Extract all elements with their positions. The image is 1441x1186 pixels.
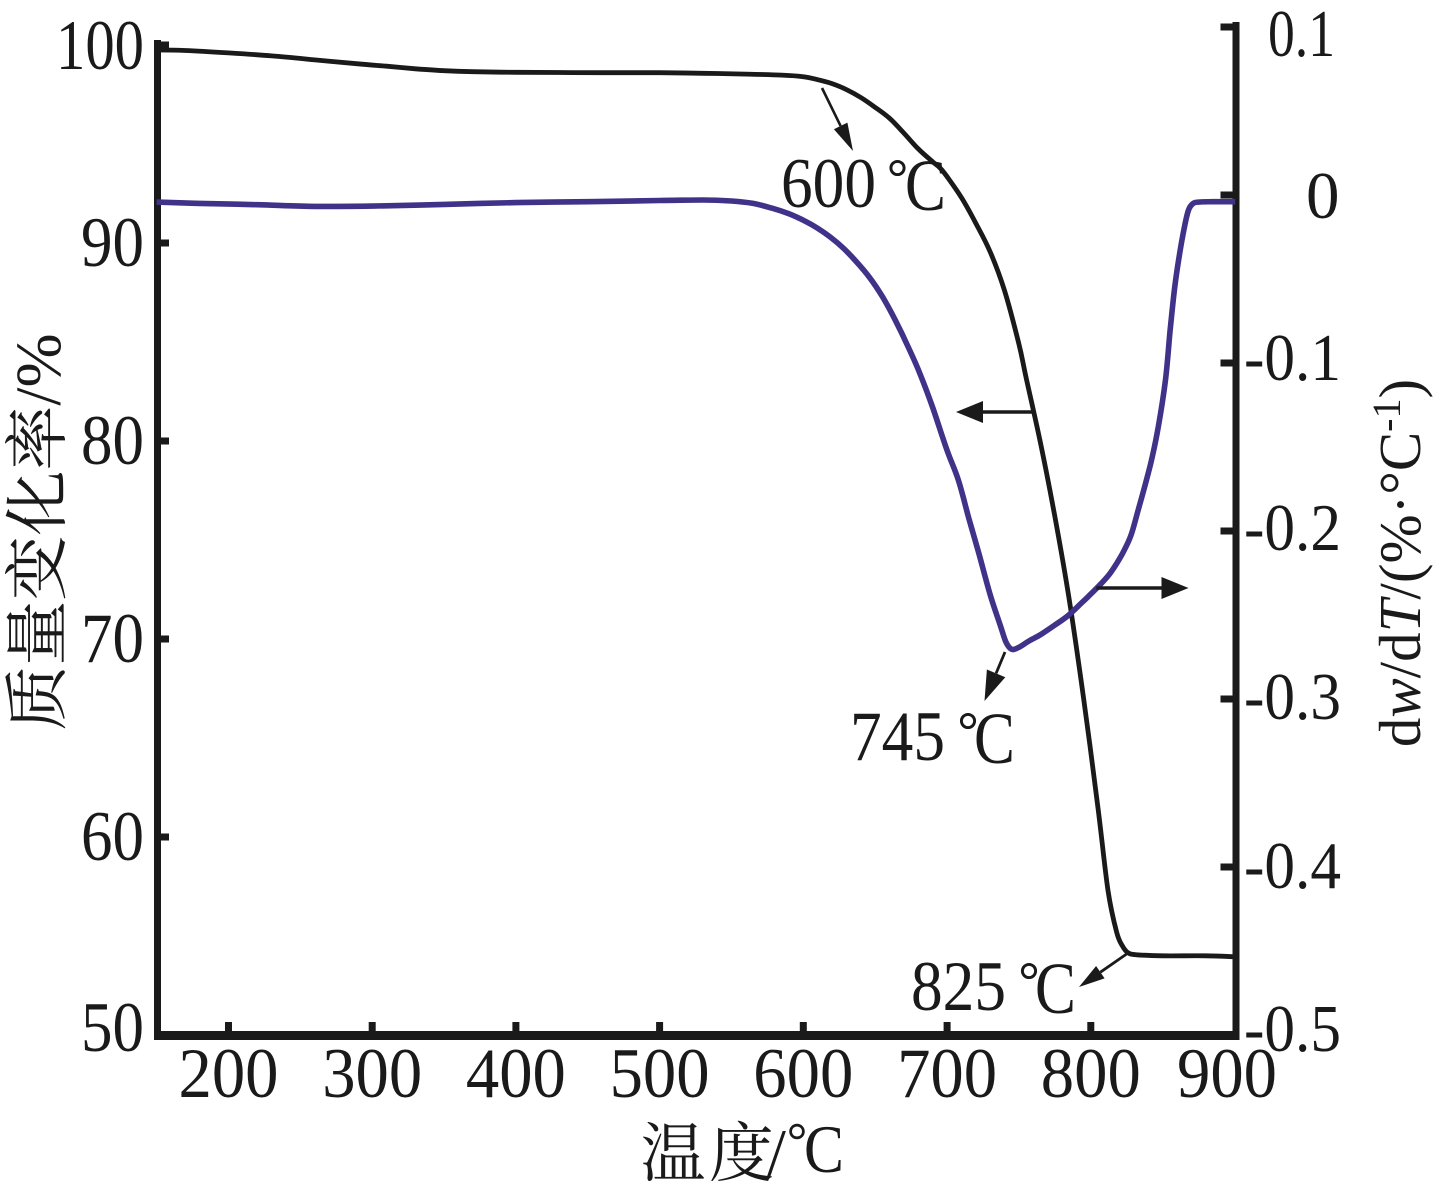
svg-text:/%: /% <box>3 333 75 405</box>
svg-text:-0.5: -0.5 <box>1244 992 1341 1066</box>
svg-text:0.1: 0.1 <box>1268 0 1335 71</box>
svg-text:C: C <box>1035 948 1076 1029</box>
svg-text:825: 825 <box>911 948 1006 1026</box>
svg-text:50: 50 <box>81 989 144 1067</box>
svg-text:400: 400 <box>466 1035 566 1113</box>
svg-text:dw/dT/(%·°C-1): dw/dT/(%·°C-1) <box>1364 379 1433 747</box>
svg-text:C: C <box>974 698 1015 779</box>
svg-text:100: 100 <box>56 7 144 85</box>
svg-text:70: 70 <box>81 600 144 678</box>
svg-text:90: 90 <box>81 204 144 282</box>
svg-text:200: 200 <box>179 1035 279 1113</box>
svg-text:/: / <box>767 1115 786 1181</box>
svg-text:-0.1: -0.1 <box>1244 321 1341 395</box>
svg-text:60: 60 <box>81 798 144 876</box>
svg-text:600: 600 <box>753 1035 853 1113</box>
svg-text:-0.4: -0.4 <box>1244 829 1341 903</box>
svg-text:800: 800 <box>1041 1035 1141 1113</box>
svg-text:0: 0 <box>1306 159 1340 233</box>
svg-text:-0.2: -0.2 <box>1244 491 1341 565</box>
svg-text:900: 900 <box>1177 1035 1277 1113</box>
svg-text:745: 745 <box>850 698 945 776</box>
svg-text:500: 500 <box>610 1035 710 1113</box>
svg-text:600: 600 <box>781 145 876 223</box>
svg-text:C: C <box>804 1111 844 1181</box>
svg-text:300: 300 <box>322 1035 422 1113</box>
svg-text:C: C <box>905 145 946 226</box>
svg-text:700: 700 <box>897 1035 997 1113</box>
svg-text:-0.3: -0.3 <box>1244 660 1341 734</box>
svg-text:80: 80 <box>81 402 144 480</box>
